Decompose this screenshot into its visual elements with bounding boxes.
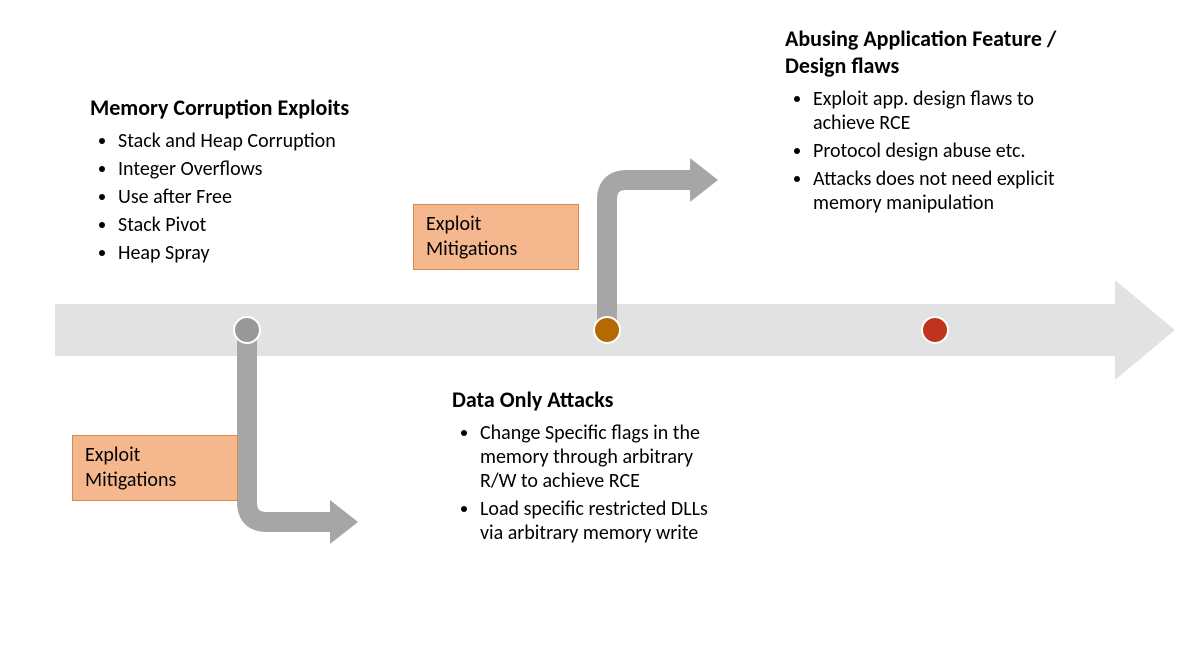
mitigation-box-lower-label: ExploitMitigations [85,443,176,493]
mitigation-box-lower: ExploitMitigations [72,435,238,501]
section-list-item: Attacks does not need explicit memory ma… [813,167,1075,215]
section-title-data-only: Data Only Attacks [452,386,732,413]
timeline-dot-memory-corruption [233,316,261,344]
section-list-item: Protocol design abuse etc. [813,139,1075,163]
section-data-only: Data Only Attacks Change Specific flags … [452,386,732,549]
section-memory-corruption: Memory Corruption Exploits Stack and Hea… [90,94,440,269]
section-list-memory-corruption: Stack and Heap Corruption Integer Overflo… [90,129,440,265]
section-list-item: Use after Free [118,185,440,209]
section-list-item: Change Specific flags in the memory thro… [480,421,732,493]
section-list-item: Integer Overflows [118,157,440,181]
section-app-feature: Abusing Application Feature / Design fla… [785,25,1075,219]
timeline-dot-data-only [593,316,621,344]
section-list-item: Heap Spray [118,241,440,265]
section-list-app-feature: Exploit app. design flaws to achieve RCE… [785,87,1075,215]
section-list-item: Load specific restricted DLLs via arbitr… [480,497,732,545]
mitigation-box-upper-label: ExploitMitigations [426,212,517,262]
section-list-item: Stack and Heap Corruption [118,129,440,153]
section-list-data-only: Change Specific flags in the memory thro… [452,421,732,545]
timeline-dot-app-feature [921,316,949,344]
section-list-item: Exploit app. design flaws to achieve RCE [813,87,1075,135]
mitigation-box-upper: ExploitMitigations [413,204,579,270]
section-list-item: Stack Pivot [118,213,440,237]
section-title-memory-corruption: Memory Corruption Exploits [90,94,440,121]
section-title-app-feature: Abusing Application Feature / Design fla… [785,25,1075,79]
